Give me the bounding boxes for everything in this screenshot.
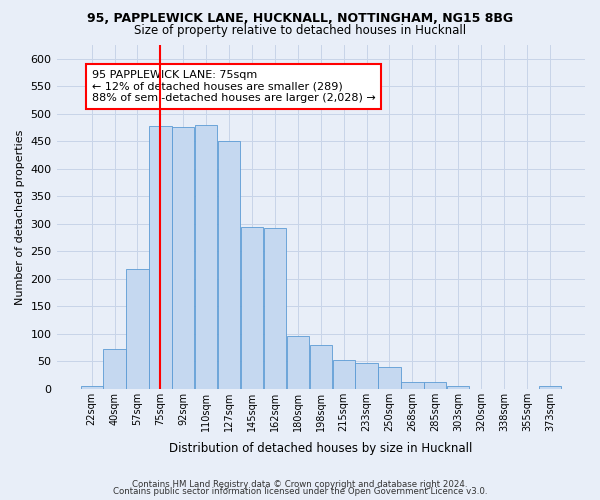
- Bar: [332, 360, 355, 388]
- Bar: [355, 363, 378, 388]
- Bar: [195, 126, 217, 388]
- Bar: [241, 227, 263, 388]
- Y-axis label: Number of detached properties: Number of detached properties: [15, 129, 25, 304]
- Bar: [103, 349, 125, 389]
- Text: Contains HM Land Registry data © Crown copyright and database right 2024.: Contains HM Land Registry data © Crown c…: [132, 480, 468, 489]
- Bar: [539, 386, 561, 388]
- Bar: [80, 386, 103, 388]
- Bar: [172, 127, 194, 388]
- Bar: [264, 228, 286, 388]
- Bar: [310, 344, 332, 389]
- Bar: [424, 382, 446, 388]
- Bar: [218, 141, 240, 388]
- Bar: [447, 386, 469, 388]
- Text: 95 PAPPLEWICK LANE: 75sqm
← 12% of detached houses are smaller (289)
88% of semi: 95 PAPPLEWICK LANE: 75sqm ← 12% of detac…: [92, 70, 376, 103]
- Text: 95, PAPPLEWICK LANE, HUCKNALL, NOTTINGHAM, NG15 8BG: 95, PAPPLEWICK LANE, HUCKNALL, NOTTINGHA…: [87, 12, 513, 24]
- Bar: [379, 366, 401, 388]
- Text: Contains public sector information licensed under the Open Government Licence v3: Contains public sector information licen…: [113, 487, 487, 496]
- Bar: [287, 336, 309, 388]
- Text: Size of property relative to detached houses in Hucknall: Size of property relative to detached ho…: [134, 24, 466, 37]
- Bar: [149, 126, 172, 388]
- X-axis label: Distribution of detached houses by size in Hucknall: Distribution of detached houses by size …: [169, 442, 472, 455]
- Bar: [401, 382, 424, 388]
- Bar: [127, 269, 149, 388]
